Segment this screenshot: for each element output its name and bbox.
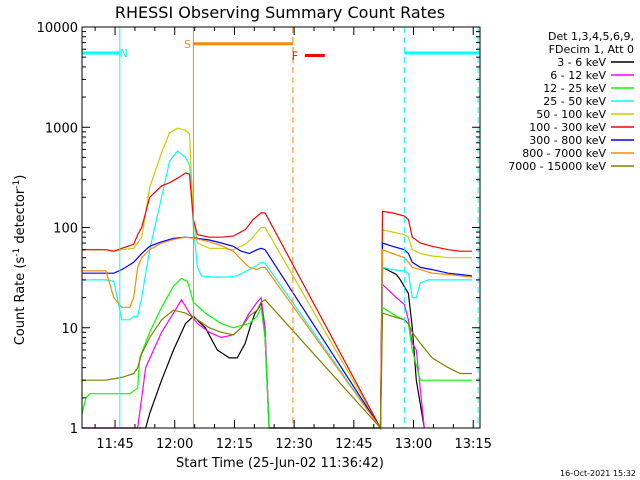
x-tick-label-5: 12:45 [335,437,372,452]
legend-entry-5: 50 - 100 keV [536,108,606,121]
y-axis-label-sup1: -1 [12,248,22,257]
x-axis-label: Start Time (25-Jun-02 11:36:42) [176,456,384,471]
series-line-5 [82,127,472,431]
legend-entry-3: 12 - 25 keV [543,82,606,95]
series-line-3 [81,277,472,429]
legend-header-2: FDecim 1, Att 0 [549,43,634,56]
legend-entry-4: 25 - 50 keV [543,95,606,108]
series-lines [81,127,473,431]
y-axis-label-end: ) [13,175,28,180]
y-axis-label-mid: detector [13,188,28,248]
legend-entry-2: 6 - 12 keV [550,69,606,82]
y-tick-label-3: 100 [53,222,78,237]
y-axis-label-main: Count Rate (s [13,257,28,346]
series-line-4 [82,150,472,430]
legend-entry-1: 3 - 6 keV [557,56,606,69]
legend: Det 1,3,4,5,6,9,FDecim 1, Att 03 - 6 keV… [508,30,634,173]
chart-title: RHESSI Observing Summary Count Rates [115,3,445,22]
x-tick-label-1: 11:45 [96,437,133,452]
y-axis-label: Count Rate (s-1 detector-1) [12,175,28,346]
y-tick-label-1: 1 [70,422,78,437]
y-axis-label-sup2: -1 [12,180,22,189]
x-tick-label-4: 12:30 [275,437,312,452]
y-tick-label-4: 1000 [45,121,78,136]
legend-entry-8: 800 - 7000 keV [522,147,606,160]
y-tick-label-5: 10000 [37,21,78,36]
series-line-6 [82,172,472,429]
legend-header-1: Det 1,3,4,5,6,9, [548,30,634,43]
legend-entry-9: 7000 - 15000 keV [508,160,606,173]
x-tick-label-2: 12:00 [156,437,193,452]
flag-s-label: S [184,38,191,51]
series-line-9 [82,299,472,430]
x-tick-label-6: 13:00 [395,437,432,452]
footer-timestamp: 16-Oct-2021 15:32 [560,469,636,478]
x-tick-label-3: 12:15 [216,437,253,452]
x-tick-label-7: 13:15 [454,437,491,452]
legend-entry-7: 300 - 800 keV [529,134,606,147]
series-line-8 [82,236,473,430]
axes: 1 10 100 1000 10000 11:45 12:00 12:15 12:30 12:45… [37,21,492,452]
series-line-7 [82,236,473,430]
flag-n-label: N [120,47,128,60]
y-tick-label-2: 10 [61,322,78,337]
flag-f-label: F [292,49,298,62]
legend-entry-6: 100 - 300 keV [529,121,606,134]
flag-markers: NSF [82,27,480,428]
series-line-1 [82,266,425,429]
